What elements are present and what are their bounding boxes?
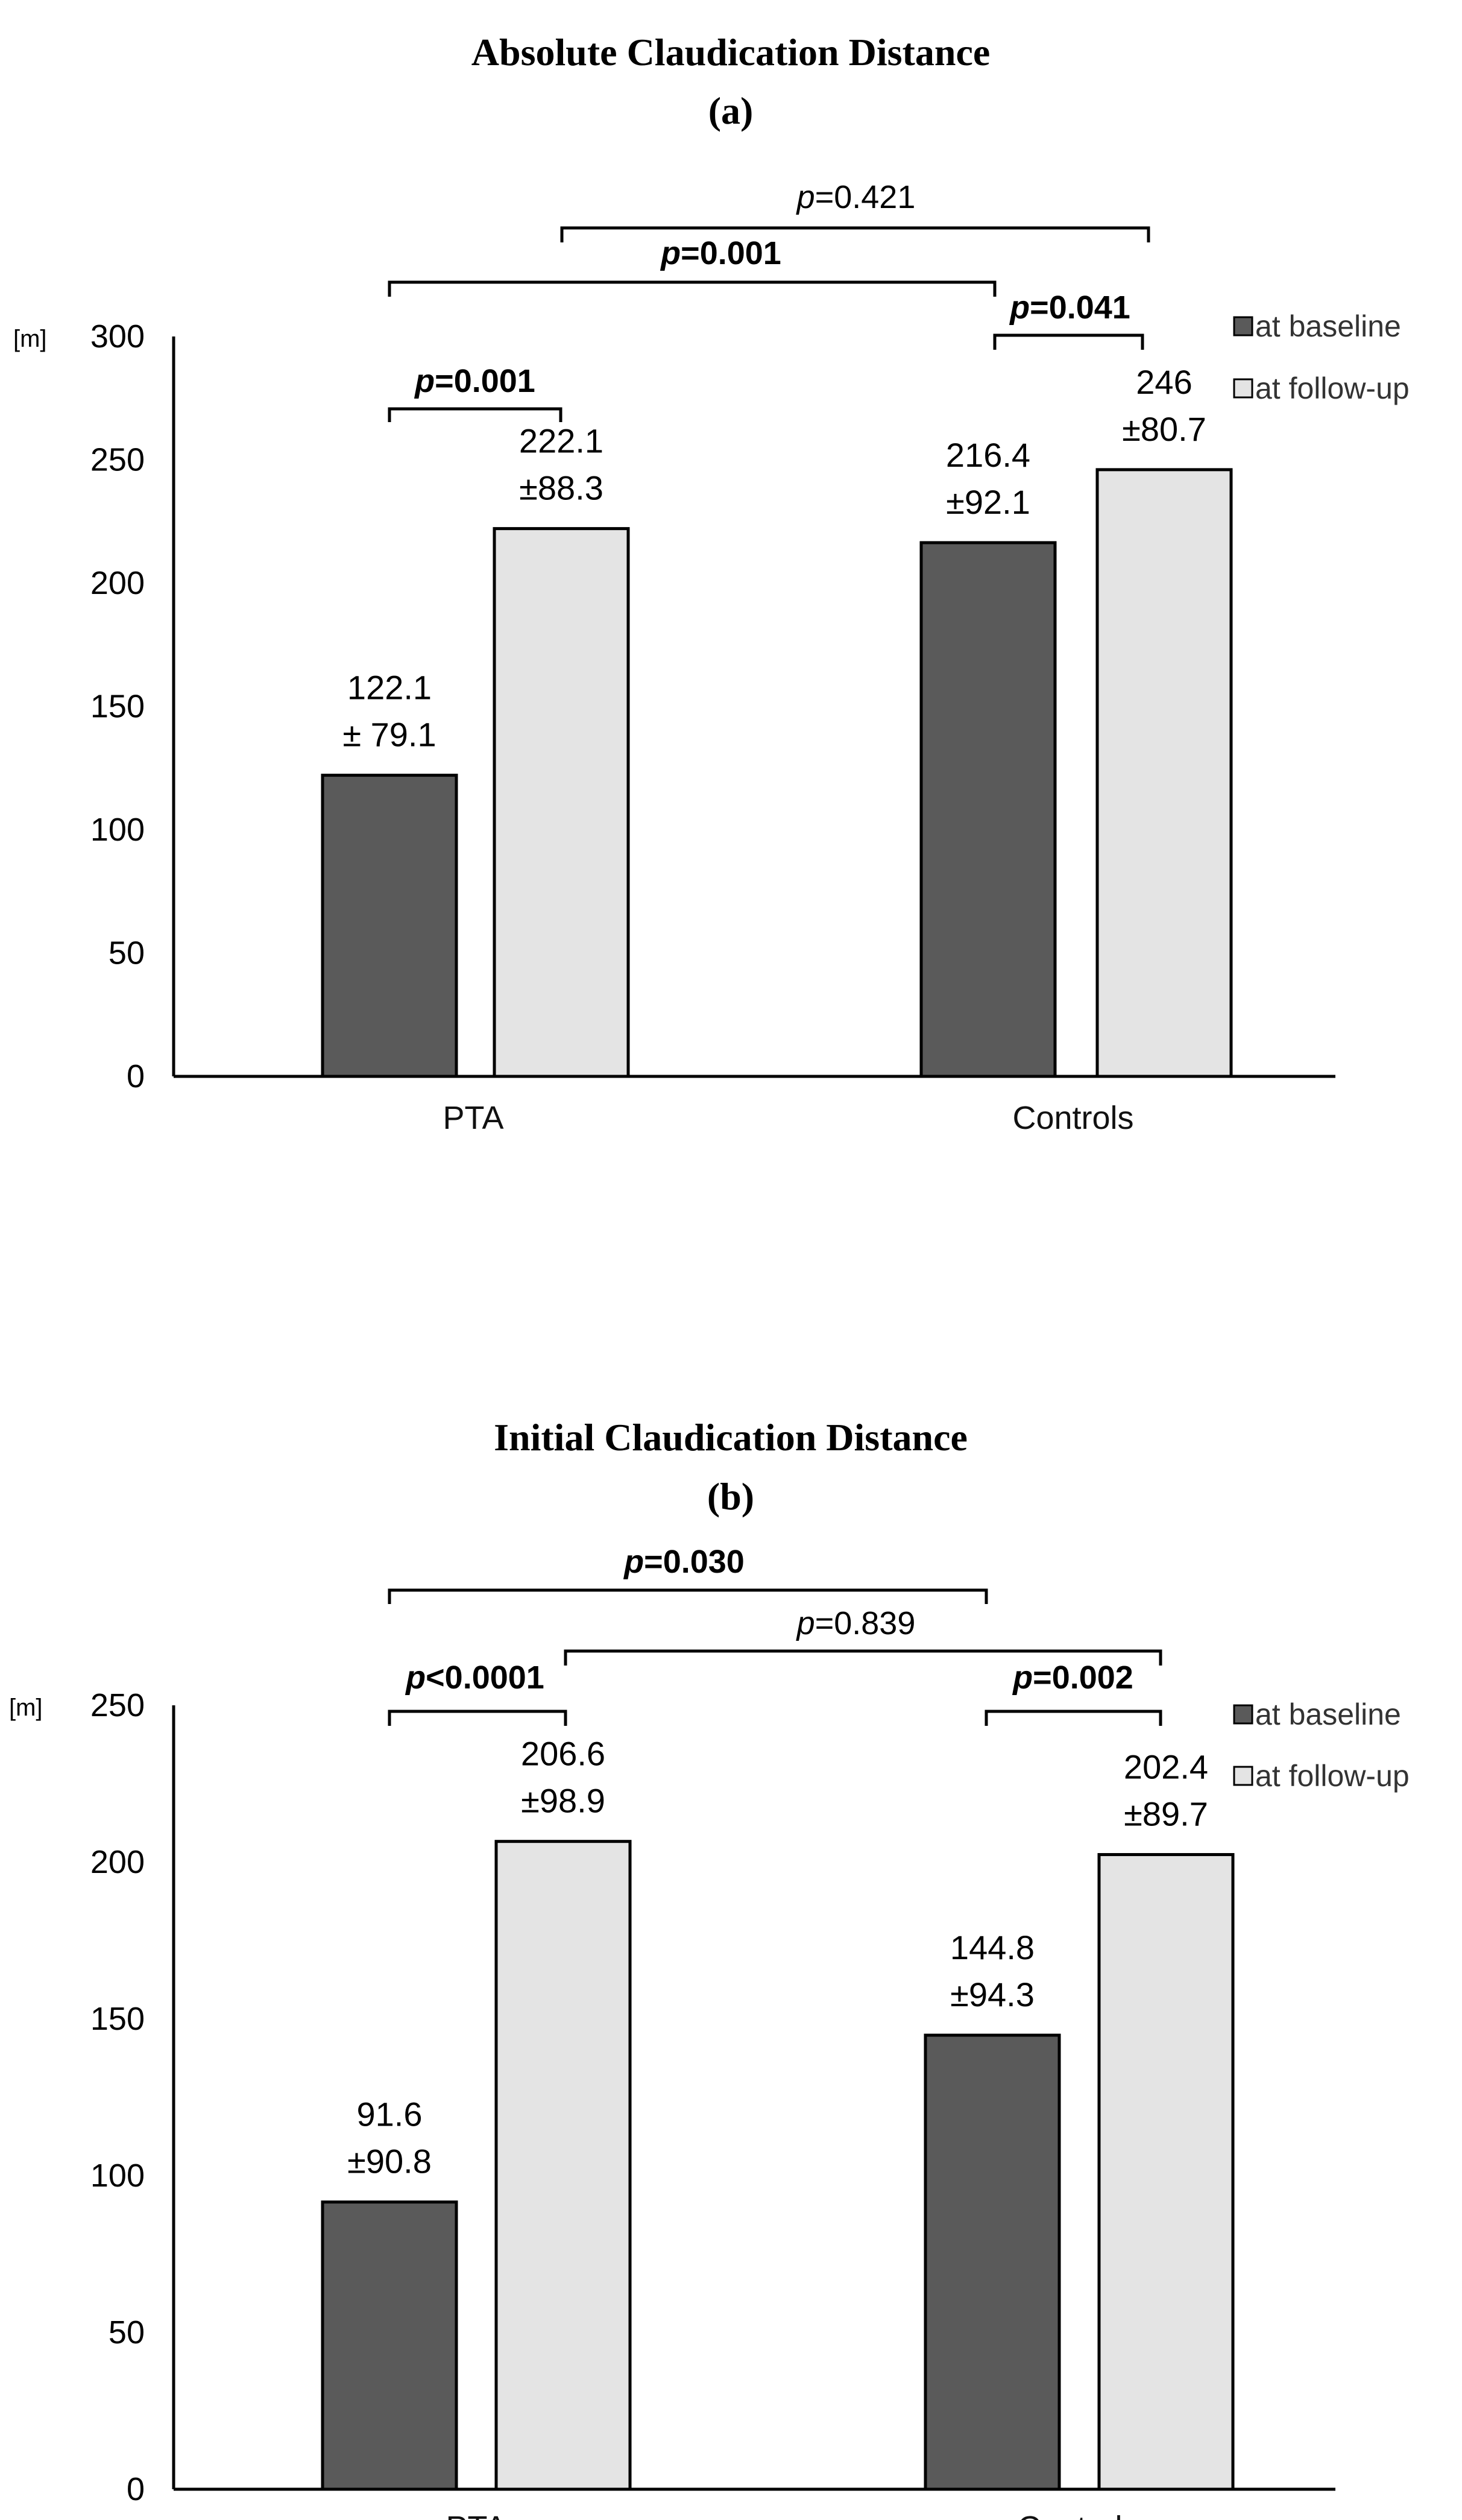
chart-b-y-tick-0: 0 [127, 2471, 145, 2507]
chart-b: Initial Claudication Distance (b) [m] 0 5… [9, 1416, 1410, 2520]
chart-a-bracket-pta [388, 407, 562, 422]
chart-b-bracket-baseline [388, 1588, 988, 1604]
chart-a-legend-swatch-followup [1233, 378, 1253, 399]
chart-b-bars [321, 1840, 1235, 2491]
chart-b-sd-pta-baseline: ±90.8 [347, 2143, 432, 2181]
chart-b-p-followup: p=0.839 [796, 1605, 916, 1641]
chart-a-bar-pta-baseline [321, 774, 458, 1078]
chart-b-y-tick-100: 100 [90, 2158, 145, 2194]
chart-a-bracket-controls [993, 333, 1144, 350]
chart-a-y-tick-300: 300 [90, 318, 145, 355]
chart-a-y-tick-200: 200 [90, 565, 145, 601]
chart-a-legend-baseline: at baseline [1255, 309, 1401, 343]
chart-b-p-pta: p<0.0001 [405, 1659, 544, 1696]
chart-b-p-baseline: p=0.030 [623, 1544, 745, 1580]
chart-a-value-controls-followup: 246 [1136, 363, 1192, 401]
chart-a-bar-pta-followup [493, 527, 630, 1078]
chart-a-y-tick-250: 250 [90, 442, 145, 478]
chart-a-sd-pta-followup: ±88.3 [519, 469, 603, 507]
chart-a-category-pta: PTA [443, 1100, 503, 1136]
chart-a-legend-swatch-baseline [1233, 316, 1253, 336]
chart-a-y-ticks: 0 50 100 150 200 250 300 [90, 318, 145, 1094]
chart-b-bracket-pta [388, 1710, 567, 1726]
chart-a-category-controls: Controls [1012, 1100, 1133, 1136]
chart-a-bar-controls-followup [1095, 468, 1233, 1078]
chart-a-p-pta: p=0.001 [414, 363, 535, 399]
chart-b-legend-swatch-followup [1233, 1766, 1253, 1786]
chart-a-legend-followup: at follow-up [1255, 371, 1410, 405]
chart-b-category-controls: Controls [1017, 2510, 1138, 2520]
chart-a-y-tick-50: 50 [109, 935, 145, 971]
chart-b-bar-pta-baseline [321, 2200, 458, 2491]
chart-b-value-controls-baseline: 144.8 [950, 1928, 1035, 1966]
chart-a-y-tick-100: 100 [90, 812, 145, 848]
chart-b-bracket-controls [985, 1710, 1162, 1726]
chart-a-legend: at baseline at follow-up [1233, 309, 1410, 405]
chart-a-p-controls: p=0.041 [1009, 289, 1130, 326]
chart-a-y-tick-150: 150 [90, 689, 145, 725]
chart-a: Absolute Claudication Distance (a) [m] 0… [13, 31, 1410, 1136]
chart-a-value-pta-baseline: 122.1 [347, 669, 432, 707]
chart-b-y-tick-200: 200 [90, 1844, 145, 1880]
chart-b-bracket-followup [564, 1649, 1162, 1666]
chart-a-subtitle: (a) [708, 89, 754, 132]
chart-b-legend-baseline: at baseline [1255, 1697, 1401, 1731]
chart-a-value-controls-baseline: 216.4 [946, 436, 1030, 474]
chart-b-sd-controls-followup: ±89.7 [1124, 1795, 1208, 1833]
chart-b-value-pta-baseline: 91.6 [357, 2095, 423, 2133]
chart-b-y-tick-150: 150 [90, 2001, 145, 2037]
chart-a-title: Absolute Claudication Distance [471, 31, 991, 74]
chart-a-bar-controls-baseline [919, 541, 1057, 1078]
chart-b-data-labels: 91.6 ±90.8 144.8 ±94.3 206.6 ±98.9 202.4 ±89.7 [347, 1735, 1208, 2181]
chart-b-legend-followup: at follow-up [1255, 1759, 1410, 1793]
chart-a-bracket-followup [560, 226, 1150, 242]
chart-a-p-baseline: p=0.001 [660, 235, 781, 271]
chart-b-value-pta-followup: 206.6 [521, 1735, 605, 1773]
chart-b-sd-controls-baseline: ±94.3 [950, 1975, 1035, 2013]
chart-a-y-tick-0: 0 [127, 1058, 145, 1094]
chart-b-bar-controls-followup [1097, 1853, 1235, 2491]
chart-b-category-pta: PTA [446, 2510, 506, 2520]
chart-a-sd-pta-baseline: ± 79.1 [342, 716, 436, 754]
chart-a-bars [321, 468, 1233, 1078]
chart-b-legend: at baseline at follow-up [1233, 1697, 1410, 1793]
chart-b-bar-controls-baseline [924, 2033, 1061, 2491]
chart-b-subtitle: (b) [707, 1475, 754, 1518]
chart-a-y-unit: [m] [13, 326, 47, 352]
chart-a-bracket-baseline [388, 280, 997, 297]
chart-a-sd-controls-baseline: ±92.1 [946, 483, 1030, 521]
chart-b-p-controls: p=0.002 [1012, 1659, 1133, 1696]
chart-b-y-ticks: 0 50 100 150 200 250 [90, 1687, 145, 2507]
chart-a-value-pta-followup: 222.1 [519, 422, 603, 460]
chart-b-y-tick-250: 250 [90, 1687, 145, 1723]
chart-b-y-tick-50: 50 [109, 2314, 145, 2351]
chart-b-value-controls-followup: 202.4 [1124, 1748, 1208, 1786]
chart-b-y-unit: [m] [9, 1694, 43, 1721]
chart-b-bar-pta-followup [494, 1840, 632, 2491]
chart-a-p-followup: p=0.421 [796, 179, 916, 215]
chart-b-legend-swatch-baseline [1233, 1704, 1253, 1725]
chart-a-data-labels: 122.1 ± 79.1 216.4 ±92.1 222.1 ±88.3 246 ±80.7 [342, 363, 1206, 754]
chart-b-title: Initial Claudication Distance [494, 1416, 968, 1459]
chart-a-sd-controls-followup: ±80.7 [1122, 410, 1206, 448]
chart-b-sd-pta-followup: ±98.9 [521, 1782, 605, 1820]
